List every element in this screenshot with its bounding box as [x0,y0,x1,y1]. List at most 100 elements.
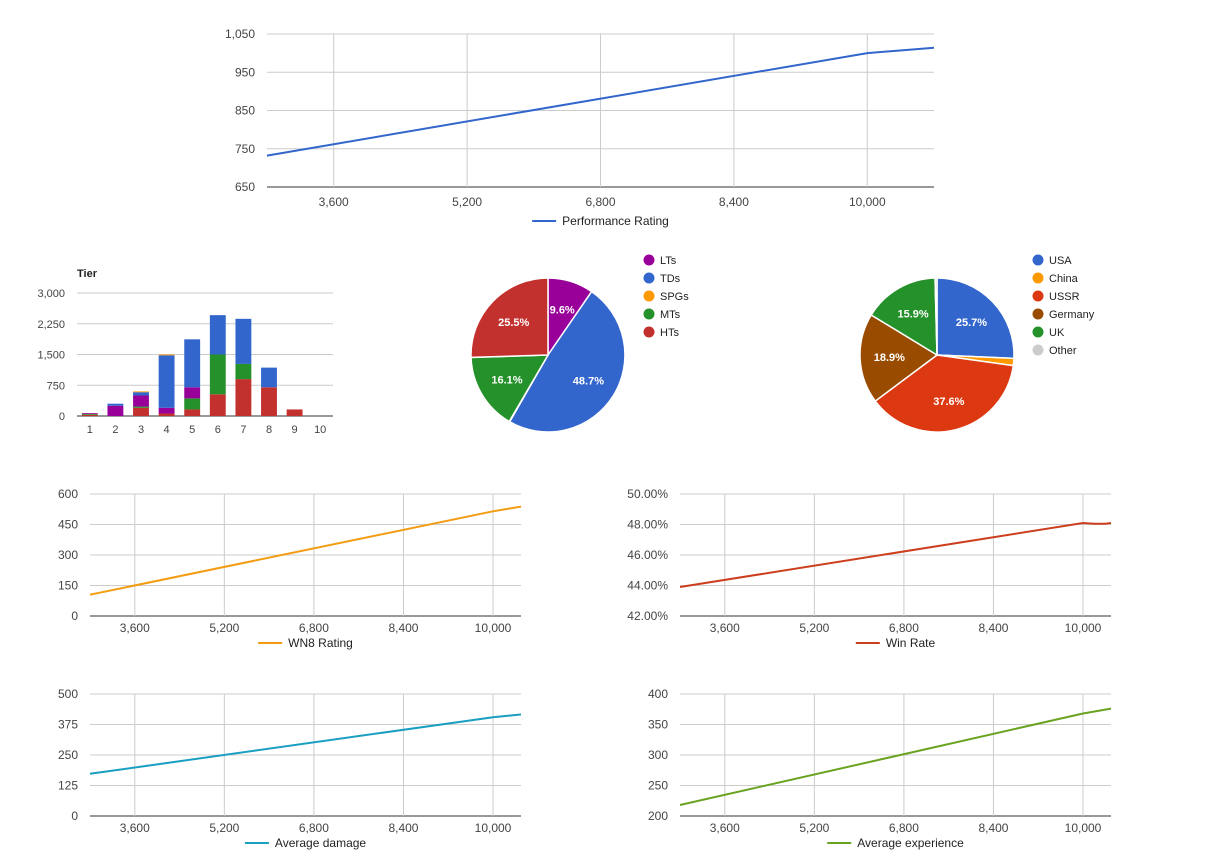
y-tick-label: 150 [58,579,78,593]
y-tick-label: 400 [648,687,668,701]
tier-bar-segment [235,318,252,364]
legend-swatch [643,290,655,302]
tier-bar-segment [235,379,252,416]
x-tick-label: 4 [164,424,170,436]
legend-swatch [1032,344,1044,356]
legend-label: Average damage [275,836,367,850]
win-rate-chart: 50.00% 48.00% 46.00% 44.00% 42.00% 3,600 5,200… [610,480,1130,660]
tier-bar-segment [107,405,124,416]
y-tick-label: 500 [58,687,78,701]
x-tick-label: 6 [215,424,221,436]
tier-bar-segment [81,413,98,414]
average-damage-chart: 500 375 250 125 0 3,600 5,200 6,800 8,400 10,000 A… [20,680,540,860]
x-tick-label: 5,200 [209,621,239,635]
legend-label: Average experience [857,836,964,850]
tier-bar-segment [209,394,226,416]
x-tick-label: 8,400 [388,621,418,635]
tier-bar-segment [209,315,226,355]
x-tick-label: 7 [240,424,246,436]
class-pie-chart: 9.6% 48.7% 16.1% 25.5% LTs TDs SPGs MTs HTs [455,248,715,448]
tier-bar-segment [107,403,124,406]
performance-series-line [266,46,935,157]
y-tick-label: 250 [648,779,668,793]
experience-series-line [679,707,1112,806]
legend-label: UK [1049,327,1065,339]
damage-series-line [89,713,522,775]
x-tick-label: 3,600 [120,821,150,835]
x-tick-label: 5,200 [799,621,829,635]
y-tick-label: 850 [235,104,255,118]
pie-slice-label: 15.9% [897,309,928,321]
y-tick-label: 375 [58,718,78,732]
x-tick-label: 10,000 [849,195,886,209]
class-pie-svg: 9.6% 48.7% 16.1% 25.5% LTs TDs SPGs MTs HTs [470,254,689,433]
winrate-series-line [679,521,1112,588]
pie-slice-label: 16.1% [491,374,522,386]
tier-bar-segment [184,398,201,410]
tier-bar-segment [81,414,98,416]
y-tick-label: 125 [58,779,78,793]
x-tick-label: 8,400 [978,621,1008,635]
wn8-rating-chart: 600 450 300 150 0 3,600 5,200 6,800 8,400 10,000 W… [20,480,540,660]
y-tick-label: 300 [648,748,668,762]
y-tick-label: 44.00% [627,579,668,593]
legend-label: SPGs [660,291,689,303]
legend-swatch [1032,254,1044,266]
y-tick-label: 750 [235,142,255,156]
win-rate-svg: 50.00% 48.00% 46.00% 44.00% 42.00% 3,600 5,200… [627,487,1112,650]
y-tick-label: 350 [648,718,668,732]
pie-slice-germany [859,313,939,403]
performance-rating-chart: 1,050 950 850 750 650 3,600 5,200 6,800 8,400 10,… [200,20,960,240]
tier-bar-segment [184,409,201,416]
y-tick-label: 950 [235,65,255,79]
x-tick-label: 3,600 [710,821,740,835]
y-tick-label: 0 [71,809,78,823]
pie-slice-ussr [874,354,1015,433]
legend-label: WN8 Rating [288,636,353,650]
x-tick-label: 10,000 [1065,621,1102,635]
x-tick-label: 9 [292,424,298,436]
x-tick-label: 3 [138,424,144,436]
y-tick-label: 250 [58,748,78,762]
pie-slice-uk [870,277,938,357]
tier-bar-segment [158,354,175,356]
wn8-rating-svg: 600 450 300 150 0 3,600 5,200 6,800 8,400 10,000 W… [58,487,522,650]
average-experience-chart: 400 350 300 250 200 3,600 5,200 6,800 8,400 10,00… [610,680,1130,860]
tier-svg: Tier 3,000 2,250 1,500 750 0 1 2 3 4 5 6 7 8 9 10 [37,268,333,436]
tier-bar-segment [286,409,303,416]
y-tick-label: 42.00% [627,609,668,623]
tier-bar-segment [81,413,98,415]
x-tick-label: 6,800 [299,821,329,835]
tier-bar-segment [158,355,175,408]
legend-label: TDs [660,273,681,285]
x-tick-label: 1 [87,424,93,436]
tier-bar-segment [133,407,149,416]
tier-bar-segment [209,354,226,395]
tier-bar-segment [133,406,149,408]
x-tick-label: 5 [189,424,195,436]
x-tick-label: 10 [314,424,326,436]
y-tick-label: 300 [58,548,78,562]
y-tick-label: 3,000 [37,288,65,300]
y-tick-label: 48.00% [627,518,668,532]
average-damage-svg: 500 375 250 125 0 3,600 5,200 6,800 8,400 10,000 A… [58,687,522,850]
x-tick-label: 2 [112,424,118,436]
legend-swatch [1032,326,1044,338]
x-tick-label: 6,800 [889,621,919,635]
x-tick-label: 8 [266,424,272,436]
legend-label: Performance Rating [562,214,669,228]
y-tick-label: 650 [235,180,255,194]
legend-swatch [643,272,655,284]
pie-slice-label: 48.7% [573,375,604,387]
legend-swatch [643,254,655,266]
x-tick-label: 6,800 [889,821,919,835]
x-tick-label: 5,200 [799,821,829,835]
tier-bar-segment [133,392,149,396]
y-tick-label: 1,500 [37,350,65,362]
tier-chart-title: Tier [77,268,98,280]
pie-slice-tds [508,290,626,433]
y-tick-label: 0 [59,411,65,423]
pie-slice-label: 25.7% [956,317,987,329]
x-tick-label: 8,400 [978,821,1008,835]
performance-rating-svg: 1,050 950 850 750 650 3,600 5,200 6,800 8,400 10,… [225,27,935,228]
